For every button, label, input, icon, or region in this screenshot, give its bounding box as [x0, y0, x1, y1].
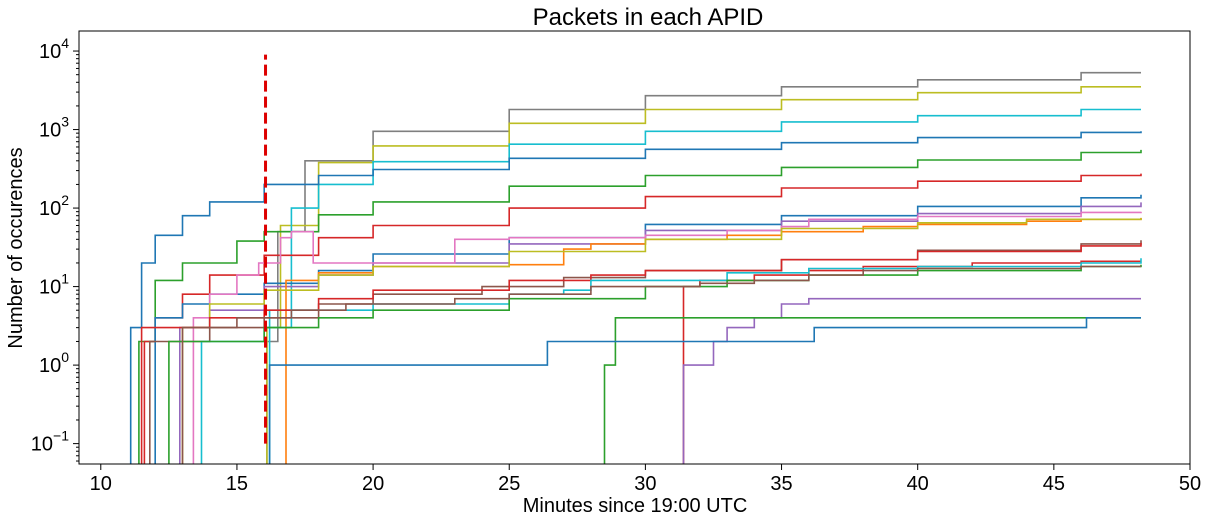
chart-title: Packets in each APID [533, 4, 764, 31]
series-line-19 [603, 317, 1141, 464]
series-line-16 [168, 264, 1142, 464]
series-line-13 [140, 242, 1142, 464]
series-line-20 [268, 317, 1141, 464]
x-tick-label: 25 [498, 473, 520, 495]
x-tick-label: 15 [226, 473, 248, 495]
series-line-9 [192, 211, 1142, 464]
x-tick-label: 20 [362, 473, 384, 495]
series-line-3 [268, 108, 1141, 464]
series-line-18 [682, 297, 1141, 464]
y-axis-label: Number of occurences [5, 147, 27, 348]
series-line-4 [129, 131, 1142, 464]
x-tick-label: 50 [1179, 473, 1201, 495]
series-line-7 [154, 194, 1142, 464]
x-tick-label: 45 [1043, 473, 1065, 495]
x-tick-label: 10 [90, 473, 112, 495]
y-tick-label: 104 [39, 35, 69, 63]
x-tick-label: 30 [634, 473, 656, 495]
x-tick-label: 35 [770, 473, 792, 495]
y-tick-label: 103 [39, 114, 69, 142]
y-tick-label: 10−1 [31, 428, 69, 456]
x-axis-label: Minutes since 19:00 UTC [523, 495, 748, 517]
series-line-17 [181, 265, 1141, 464]
series-line-11 [181, 218, 1142, 464]
y-tick-label: 101 [39, 271, 69, 299]
series-layer [129, 71, 1142, 464]
plot-frame [78, 30, 1191, 465]
y-tick-label: 100 [39, 349, 69, 377]
x-axis: 10 15 20 25 30 35 40 45 50 [90, 464, 1201, 495]
y-axis: 10−1 100 101 102 103 104 [31, 35, 79, 462]
series-line-5 [138, 149, 1142, 464]
y-tick-label: 102 [39, 192, 69, 220]
series-line-1 [266, 71, 1141, 464]
x-tick-label: 40 [907, 473, 929, 495]
